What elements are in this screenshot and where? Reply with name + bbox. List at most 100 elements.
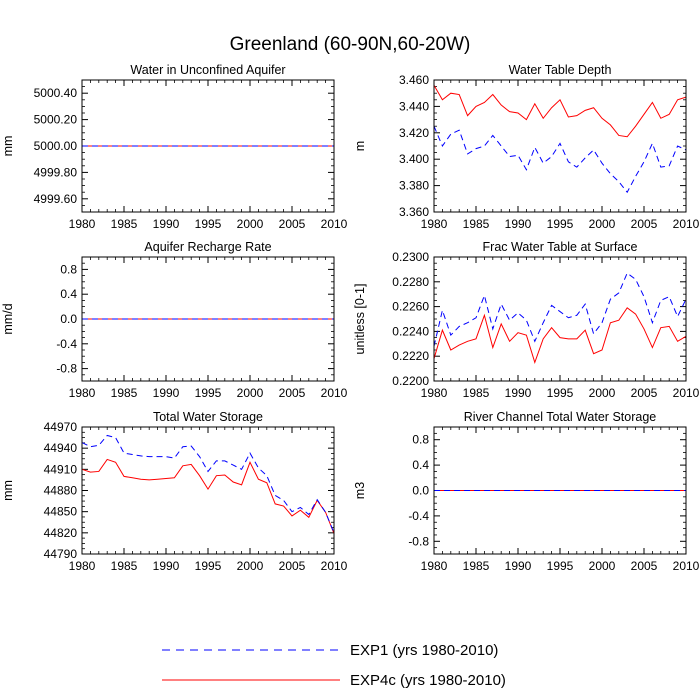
panel-1: Water in Unconfined Aquifer 1980 1985 1990 1… bbox=[1, 63, 348, 231]
panels-group: Water in Unconfined Aquifer 1980 1985 1990 1… bbox=[1, 63, 700, 573]
x-tick-label: 1985 bbox=[463, 559, 490, 573]
x-tick-label: 1980 bbox=[421, 386, 448, 400]
y-tick-label: 0.8 bbox=[60, 262, 77, 276]
panel-title: Aquifer Recharge Rate bbox=[144, 240, 271, 254]
y-tick-label: -0.4 bbox=[56, 337, 77, 351]
panel-title: Frac Water Table at Surface bbox=[483, 240, 638, 254]
x-tick-label: 1980 bbox=[69, 217, 96, 231]
y-tick-label: -0.4 bbox=[408, 509, 429, 523]
plot-frame bbox=[433, 426, 687, 555]
x-tick-label: 1995 bbox=[547, 559, 574, 573]
x-tick-label: 2000 bbox=[237, 386, 264, 400]
y-tick-label: 44880 bbox=[44, 484, 78, 498]
panel-title: Total Water Storage bbox=[153, 410, 263, 424]
x-tick-label: 2005 bbox=[631, 386, 658, 400]
x-tick-label: 2000 bbox=[589, 217, 616, 231]
x-tick-label: 2010 bbox=[321, 217, 348, 231]
series-line-exp1 bbox=[433, 126, 687, 194]
y-tick-label: 0.2300 bbox=[392, 250, 429, 264]
x-tick-label: 1985 bbox=[111, 386, 138, 400]
y-tick-label: 44820 bbox=[44, 526, 78, 540]
y-tick-label: 0.8 bbox=[412, 433, 429, 447]
panel-2: Water Table Depth 1980 1985 1990 1995 2000 200… bbox=[353, 63, 700, 231]
x-tick-label: 1995 bbox=[547, 386, 574, 400]
y-tick-label: 3.400 bbox=[399, 152, 429, 166]
y-tick-label: 0.2240 bbox=[392, 324, 429, 338]
x-tick-label: 1990 bbox=[153, 217, 180, 231]
figure-title: Greenland (60-90N,60-20W) bbox=[230, 34, 471, 55]
x-tick-label: 1990 bbox=[505, 559, 532, 573]
y-tick-label: 0.0 bbox=[412, 484, 429, 498]
x-tick-label: 1990 bbox=[153, 559, 180, 573]
x-tick-label: 1990 bbox=[505, 386, 532, 400]
y-tick-label: 0.0 bbox=[60, 312, 77, 326]
y-axis-label: mm bbox=[1, 136, 15, 157]
y-tick-label: 0.4 bbox=[60, 287, 77, 301]
x-tick-label: 1980 bbox=[421, 559, 448, 573]
y-tick-label: 44910 bbox=[44, 462, 78, 476]
y-tick-label: 44790 bbox=[44, 547, 78, 561]
panel-3: Aquifer Recharge Rate 1980 1985 1990 1995 200… bbox=[1, 240, 348, 400]
panel-4: Frac Water Table at Surface 1980 1985 1990 1… bbox=[353, 240, 700, 400]
y-tick-label: 4999.80 bbox=[34, 165, 78, 179]
x-tick-label: 1985 bbox=[111, 559, 138, 573]
x-tick-label: 1995 bbox=[195, 386, 222, 400]
legend: EXP1 (yrs 1980-2010) EXP4c (yrs 1980-201… bbox=[162, 642, 506, 689]
x-tick-label: 2000 bbox=[237, 559, 264, 573]
y-tick-label: 3.360 bbox=[399, 205, 429, 219]
panel-title: Water Table Depth bbox=[509, 63, 612, 77]
x-tick-label: 2010 bbox=[321, 559, 348, 573]
x-tick-label: 2005 bbox=[631, 217, 658, 231]
plot-frame bbox=[81, 79, 335, 213]
x-tick-label: 2010 bbox=[321, 386, 348, 400]
y-axis-label: m3 bbox=[353, 482, 367, 499]
y-tick-label: 3.440 bbox=[399, 99, 429, 113]
x-tick-label: 2010 bbox=[673, 217, 700, 231]
x-tick-label: 2000 bbox=[589, 559, 616, 573]
panel-title: Water in Unconfined Aquifer bbox=[130, 63, 285, 77]
y-tick-label: 44940 bbox=[44, 441, 78, 455]
x-tick-label: 1980 bbox=[421, 217, 448, 231]
panel-title: River Channel Total Water Storage bbox=[464, 410, 657, 424]
x-tick-label: 1985 bbox=[111, 217, 138, 231]
y-tick-label: 0.2220 bbox=[392, 349, 429, 363]
x-tick-label: 2005 bbox=[631, 559, 658, 573]
plot-frame bbox=[81, 426, 335, 555]
y-tick-label: 3.460 bbox=[399, 73, 429, 87]
y-tick-label: 0.2280 bbox=[392, 275, 429, 289]
y-tick-label: 5000.40 bbox=[34, 86, 78, 100]
x-tick-label: 2000 bbox=[589, 386, 616, 400]
y-tick-label: 5000.20 bbox=[34, 113, 78, 127]
legend-label-exp4c: EXP4c (yrs 1980-2010) bbox=[350, 672, 506, 689]
series-line-exp4c bbox=[433, 307, 687, 364]
y-tick-label: -0.8 bbox=[408, 534, 429, 548]
y-axis-label: mm/d bbox=[1, 303, 15, 334]
x-tick-label: 1995 bbox=[195, 559, 222, 573]
x-tick-label: 1980 bbox=[69, 386, 96, 400]
x-tick-label: 2010 bbox=[673, 386, 700, 400]
y-tick-label: 0.4 bbox=[412, 458, 429, 472]
y-tick-label: 5000.00 bbox=[34, 139, 78, 153]
panel-5: Total Water Storage 1980 1985 1990 1995 2000 2… bbox=[1, 410, 348, 573]
y-tick-label: 44970 bbox=[44, 420, 78, 434]
y-tick-label: 44850 bbox=[44, 505, 78, 519]
y-axis-label: unitless [0-1] bbox=[353, 284, 367, 355]
x-tick-label: 2000 bbox=[237, 217, 264, 231]
y-tick-label: 3.380 bbox=[399, 179, 429, 193]
x-tick-label: 1995 bbox=[547, 217, 574, 231]
x-tick-label: 1990 bbox=[153, 386, 180, 400]
x-tick-label: 1995 bbox=[195, 217, 222, 231]
x-tick-label: 1985 bbox=[463, 217, 490, 231]
y-tick-label: -0.8 bbox=[56, 362, 77, 376]
plot-frame bbox=[433, 79, 687, 213]
plot-frame bbox=[81, 256, 335, 382]
plot-frame bbox=[433, 256, 687, 382]
y-tick-label: 0.2260 bbox=[392, 300, 429, 314]
y-tick-label: 4999.60 bbox=[34, 192, 78, 206]
x-tick-label: 1985 bbox=[463, 386, 490, 400]
x-tick-label: 1980 bbox=[69, 559, 96, 573]
y-tick-label: 3.420 bbox=[399, 126, 429, 140]
x-tick-label: 2005 bbox=[279, 217, 306, 231]
x-tick-label: 2010 bbox=[673, 559, 700, 573]
